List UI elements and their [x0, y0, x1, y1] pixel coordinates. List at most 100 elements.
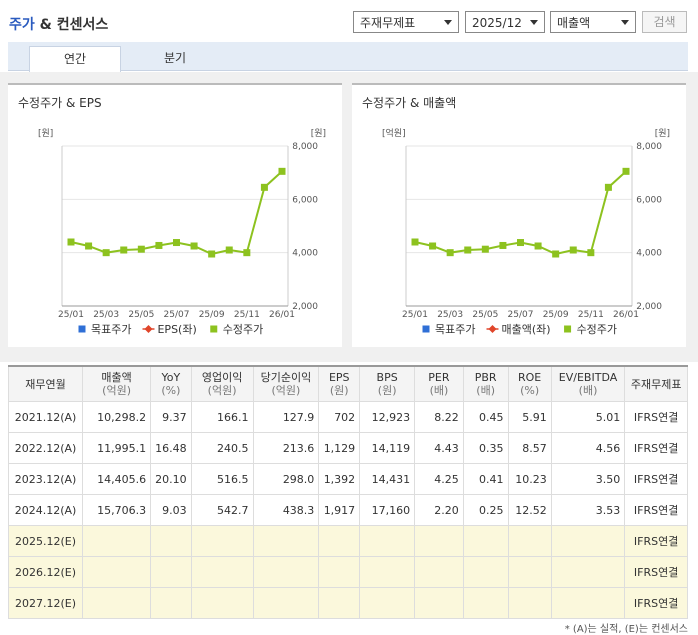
y2-tick-label: 4,000 — [292, 249, 318, 259]
y2-tick-label: 4,000 — [636, 249, 662, 259]
legend-label: 목표주가 — [91, 323, 131, 336]
cell: 2027.12(E) — [7, 587, 84, 619]
column-header: 매출액 (억원) — [82, 365, 152, 402]
column-name: EV/EBITDA — [558, 371, 618, 384]
cell: 14,119 — [359, 432, 416, 464]
cell: 2023.12(A) — [7, 463, 84, 495]
column-header: BPS (원) — [359, 365, 416, 402]
cell: 10,298.2 — [82, 401, 152, 433]
column-name: EPS — [328, 371, 350, 384]
select[interactable]: 주재무제표 — [353, 11, 459, 33]
y2-tick-label: 8,000 — [292, 142, 318, 152]
header-title: 주가 & 컨센서스 — [9, 14, 108, 34]
y2-tick-label: 2,000 — [636, 302, 662, 312]
cell: 14,431 — [359, 463, 416, 495]
empty-cell — [318, 525, 361, 557]
cell: 0.35 — [462, 432, 509, 464]
legend-label: 매출액(좌) — [501, 323, 550, 336]
row: 2024.12(A) 15,706.3 9.03 542.7 438.3 1,917 17,… — [7, 494, 688, 526]
cell: 2025.12(E) — [7, 525, 84, 557]
cell: 0.25 — [462, 494, 509, 526]
legend-marker — [210, 325, 218, 333]
point — [429, 242, 437, 250]
empty-cell — [82, 525, 152, 557]
x-tick-label: 25/05 — [472, 310, 498, 320]
y2-tick-label: 2,000 — [292, 302, 318, 312]
x-tick-label: 25/01 — [402, 310, 428, 320]
cell: 0.45 — [462, 401, 509, 433]
title-rest: & 컨센서스 — [39, 17, 109, 33]
cell: 11,995.1 — [82, 432, 152, 464]
empty-cell — [507, 556, 552, 588]
column-unit: (%) — [161, 384, 181, 397]
empty-cell — [252, 556, 320, 588]
point — [464, 246, 472, 254]
column-name: 매출액 — [101, 371, 132, 384]
empty-cell — [150, 587, 192, 619]
cell: IFRS연결 — [624, 463, 688, 495]
select[interactable]: 매출액 — [550, 11, 636, 33]
empty-cell — [252, 587, 320, 619]
tab[interactable]: 연간 — [29, 46, 121, 72]
cell: 2021.12(A) — [7, 401, 84, 433]
cell: 20.10 — [150, 463, 192, 495]
cell: IFRS연결 — [624, 432, 688, 464]
search-button[interactable]: 검색 — [642, 11, 687, 33]
chart-title: 수정주가 & EPS — [18, 96, 102, 110]
point — [190, 242, 198, 250]
column-header: 당기순이익 (억원) — [252, 365, 320, 402]
cell: 9.03 — [150, 494, 192, 526]
data-table: 재무연월 매출액 (억원) YoY (%) 영업이익 (억원) 당기순이익 (억원) EPS (원)… — [7, 365, 688, 619]
cell: 5.91 — [507, 401, 552, 433]
cell: IFRS연결 — [624, 494, 688, 526]
column-header: PBR (배) — [462, 365, 509, 402]
chart: [원] [원] 2,000 4,000 6,000 8,000 25/01 25/03 25/0… — [38, 128, 326, 336]
point — [155, 241, 163, 249]
empty-cell — [550, 525, 626, 557]
x-tick-label: 25/11 — [234, 310, 260, 320]
select[interactable]: 2025/12 — [465, 11, 545, 33]
y2-tick-label: 6,000 — [636, 195, 662, 205]
legend-marker — [488, 325, 497, 333]
point — [85, 242, 93, 250]
legend-label: 수정주가 — [223, 323, 263, 336]
y-axis-label: [원] — [38, 128, 53, 139]
point — [604, 183, 612, 191]
column-name: 당기순이익 — [260, 371, 312, 384]
column-header: YoY (%) — [150, 365, 192, 402]
cell: 127.9 — [252, 401, 320, 433]
cell: 702 — [318, 401, 361, 433]
empty-cell — [550, 587, 626, 619]
cell: 240.5 — [190, 432, 254, 464]
cell: 4.43 — [414, 432, 464, 464]
cell: 1,392 — [318, 463, 361, 495]
column-unit: (원) — [377, 384, 397, 397]
point — [622, 167, 630, 175]
cell: 12.52 — [507, 494, 552, 526]
empty-cell — [414, 587, 464, 619]
chart: [억원] [원] 2,000 4,000 6,000 8,000 25/01 25/03 25/… — [382, 127, 670, 336]
footnote: * (A)는 실적, (E)는 컨센서스 — [564, 624, 688, 635]
cell: 1,129 — [318, 432, 361, 464]
legend-marker — [78, 325, 86, 333]
x-tick-label: 25/11 — [578, 310, 604, 320]
empty-cell — [462, 556, 509, 588]
x-tick-label: 25/09 — [543, 310, 569, 320]
tab[interactable]: 분기 — [163, 51, 187, 65]
y2-axis-label: [원] — [655, 128, 670, 139]
chart-panel: 수정주가 & EPS [원] [원] 2,000 4,000 6,000 8,000 25/0… — [8, 83, 342, 347]
y2-tick-label: 8,000 — [636, 142, 662, 152]
column-name: 주재무제표 — [630, 377, 682, 391]
column-name: 재무연월 — [25, 377, 66, 391]
empty-cell — [252, 525, 320, 557]
empty-cell — [414, 556, 464, 588]
cell: 5.01 — [550, 401, 626, 433]
legend-label: 목표주가 — [435, 323, 475, 336]
cell: 14,405.6 — [82, 463, 152, 495]
cell: 15,706.3 — [82, 494, 152, 526]
x-tick-label: 25/09 — [199, 310, 225, 320]
empty-cell — [190, 556, 254, 588]
empty-cell — [190, 525, 254, 557]
point — [67, 238, 75, 246]
empty-cell — [82, 556, 152, 588]
